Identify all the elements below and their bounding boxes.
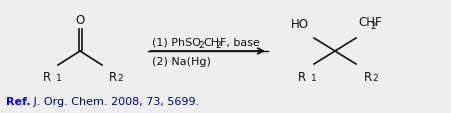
Text: Ref.: Ref. <box>6 96 31 106</box>
Text: J. Org. Chem. 2008, 73, 5699.: J. Org. Chem. 2008, 73, 5699. <box>30 96 199 106</box>
Text: F: F <box>375 16 382 29</box>
Text: 2: 2 <box>372 73 377 82</box>
Text: 1: 1 <box>56 73 62 82</box>
Text: HO: HO <box>291 18 309 31</box>
Text: (2) Na(Hg): (2) Na(Hg) <box>152 56 211 66</box>
Text: R: R <box>43 70 51 83</box>
Text: 2: 2 <box>198 41 203 50</box>
Text: R: R <box>298 70 306 83</box>
Text: 2: 2 <box>215 41 221 50</box>
Text: O: O <box>75 14 85 27</box>
Text: 2: 2 <box>117 73 123 82</box>
Text: F, base: F, base <box>220 38 260 48</box>
Text: 1: 1 <box>311 73 317 82</box>
Text: CH: CH <box>203 38 219 48</box>
Text: R: R <box>109 70 117 83</box>
Text: (1) PhSO: (1) PhSO <box>152 38 201 48</box>
Text: 2: 2 <box>370 22 376 31</box>
Text: CH: CH <box>358 16 375 29</box>
Text: R: R <box>364 70 372 83</box>
